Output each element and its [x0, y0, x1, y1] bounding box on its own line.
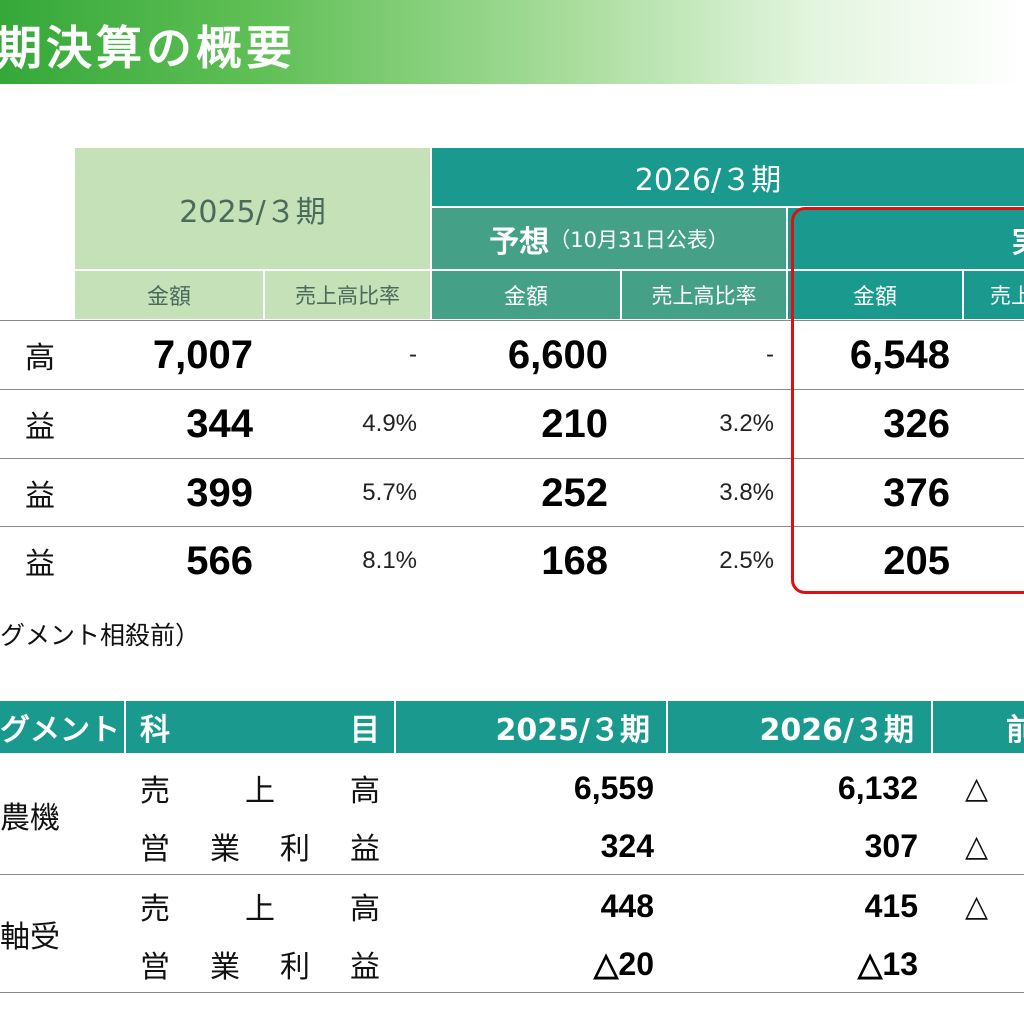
header-divider [394, 701, 396, 753]
row-divider [0, 320, 1024, 321]
header-prev: 前 [1006, 713, 1024, 748]
row-divider [0, 458, 1024, 459]
header-2025-ratio: 売上高比率 [265, 271, 430, 319]
header-forecast-amount: 金額 [432, 271, 622, 319]
seg-value-2025: 448 [600, 887, 654, 924]
seg-value-2026: 415 [864, 887, 918, 924]
value-forecast-sales: 6,600 [507, 332, 608, 377]
item-sales: 売 上 高 [140, 892, 380, 927]
segment-note: グメント相殺前） [0, 621, 201, 650]
header-2025-label: 2025/３期 [179, 194, 326, 230]
segment-table-header [0, 701, 1024, 753]
ratio-2025-net: 8.1% [362, 547, 417, 574]
header-forecast-ratio: 売上高比率 [622, 271, 786, 319]
seg-value-2026: 307 [864, 827, 918, 864]
row-divider [0, 992, 1024, 993]
title-banner: 期決算の概要 [0, 0, 1024, 84]
seg-delta: △ [965, 888, 989, 924]
header-2026: 2026/３期 [432, 148, 1024, 206]
seg-value-2026: 6,132 [837, 769, 918, 806]
item-operating-profit: 営 業 利 益 [140, 832, 380, 867]
segment-name-bearing: 軸受 [0, 920, 60, 955]
seg-value-2025: 324 [600, 827, 654, 864]
segment-name-farm: 農機 [0, 801, 60, 836]
seg-delta [965, 936, 1015, 992]
row-label-sales: 高 [25, 341, 55, 376]
ratio-forecast-net: 2.5% [719, 547, 774, 574]
value-2025-sales: 7,007 [152, 332, 253, 377]
row-label-net-profit: 益 [25, 547, 55, 582]
header-2025: 2025/３期 [75, 148, 430, 269]
value-actual-ordinary: 376 [883, 470, 950, 515]
value-2025-operating: 344 [186, 401, 253, 446]
row-label-operating-profit: 益 [25, 410, 55, 445]
row-divider [0, 874, 1024, 875]
value-forecast-net: 168 [541, 538, 608, 583]
value-actual-net: 205 [883, 538, 950, 583]
header-result-amount: 金額 [788, 271, 964, 319]
item-operating-profit: 営 業 利 益 [140, 950, 380, 985]
header-result-ratio: 売上 [964, 271, 1024, 319]
ratio-2025-ordinary: 5.7% [362, 479, 417, 506]
seg-value-2025: 6,559 [573, 769, 654, 806]
value-actual-sales: 6,548 [849, 332, 950, 377]
header-2026-label: 2026/３期 [634, 163, 782, 198]
header-item: 科 目 [140, 713, 380, 748]
header-divider [931, 701, 933, 753]
value-2025-ordinary: 399 [186, 470, 253, 515]
seg-delta: △ [965, 770, 989, 806]
header-2026: 2026/３期 [759, 713, 914, 748]
ratio-2025-operating: 4.9% [362, 410, 417, 437]
value-forecast-operating: 210 [541, 401, 608, 446]
seg-value-2026: △13 [857, 946, 918, 982]
ratio-forecast-ordinary: 3.8% [719, 479, 774, 506]
value-actual-operating: 326 [883, 401, 950, 446]
ratio-forecast-operating: 3.2% [719, 410, 774, 437]
row-divider [0, 389, 1024, 390]
item-sales: 売 上 高 [140, 774, 380, 809]
header-2025-amount: 金額 [75, 271, 265, 319]
header-forecast: 予想 （10月31日公表） [432, 208, 786, 269]
row-label-ordinary-profit: 益 [25, 479, 55, 514]
header-divider [666, 701, 668, 753]
page-title: 期決算の概要 [0, 21, 296, 75]
value-2025-net: 566 [186, 538, 253, 583]
row-divider [0, 526, 1024, 527]
value-forecast-ordinary: 252 [541, 470, 608, 515]
ratio-forecast-sales: - [766, 341, 774, 368]
ratio-2025-sales: - [409, 341, 417, 368]
seg-delta: △ [965, 828, 989, 864]
header-2025: 2025/３期 [495, 713, 650, 748]
header-segment: グメント [0, 701, 126, 753]
seg-value-2025: △20 [593, 946, 654, 982]
header-result: 実 [788, 208, 1024, 269]
actual-highlight-box [791, 207, 1024, 594]
